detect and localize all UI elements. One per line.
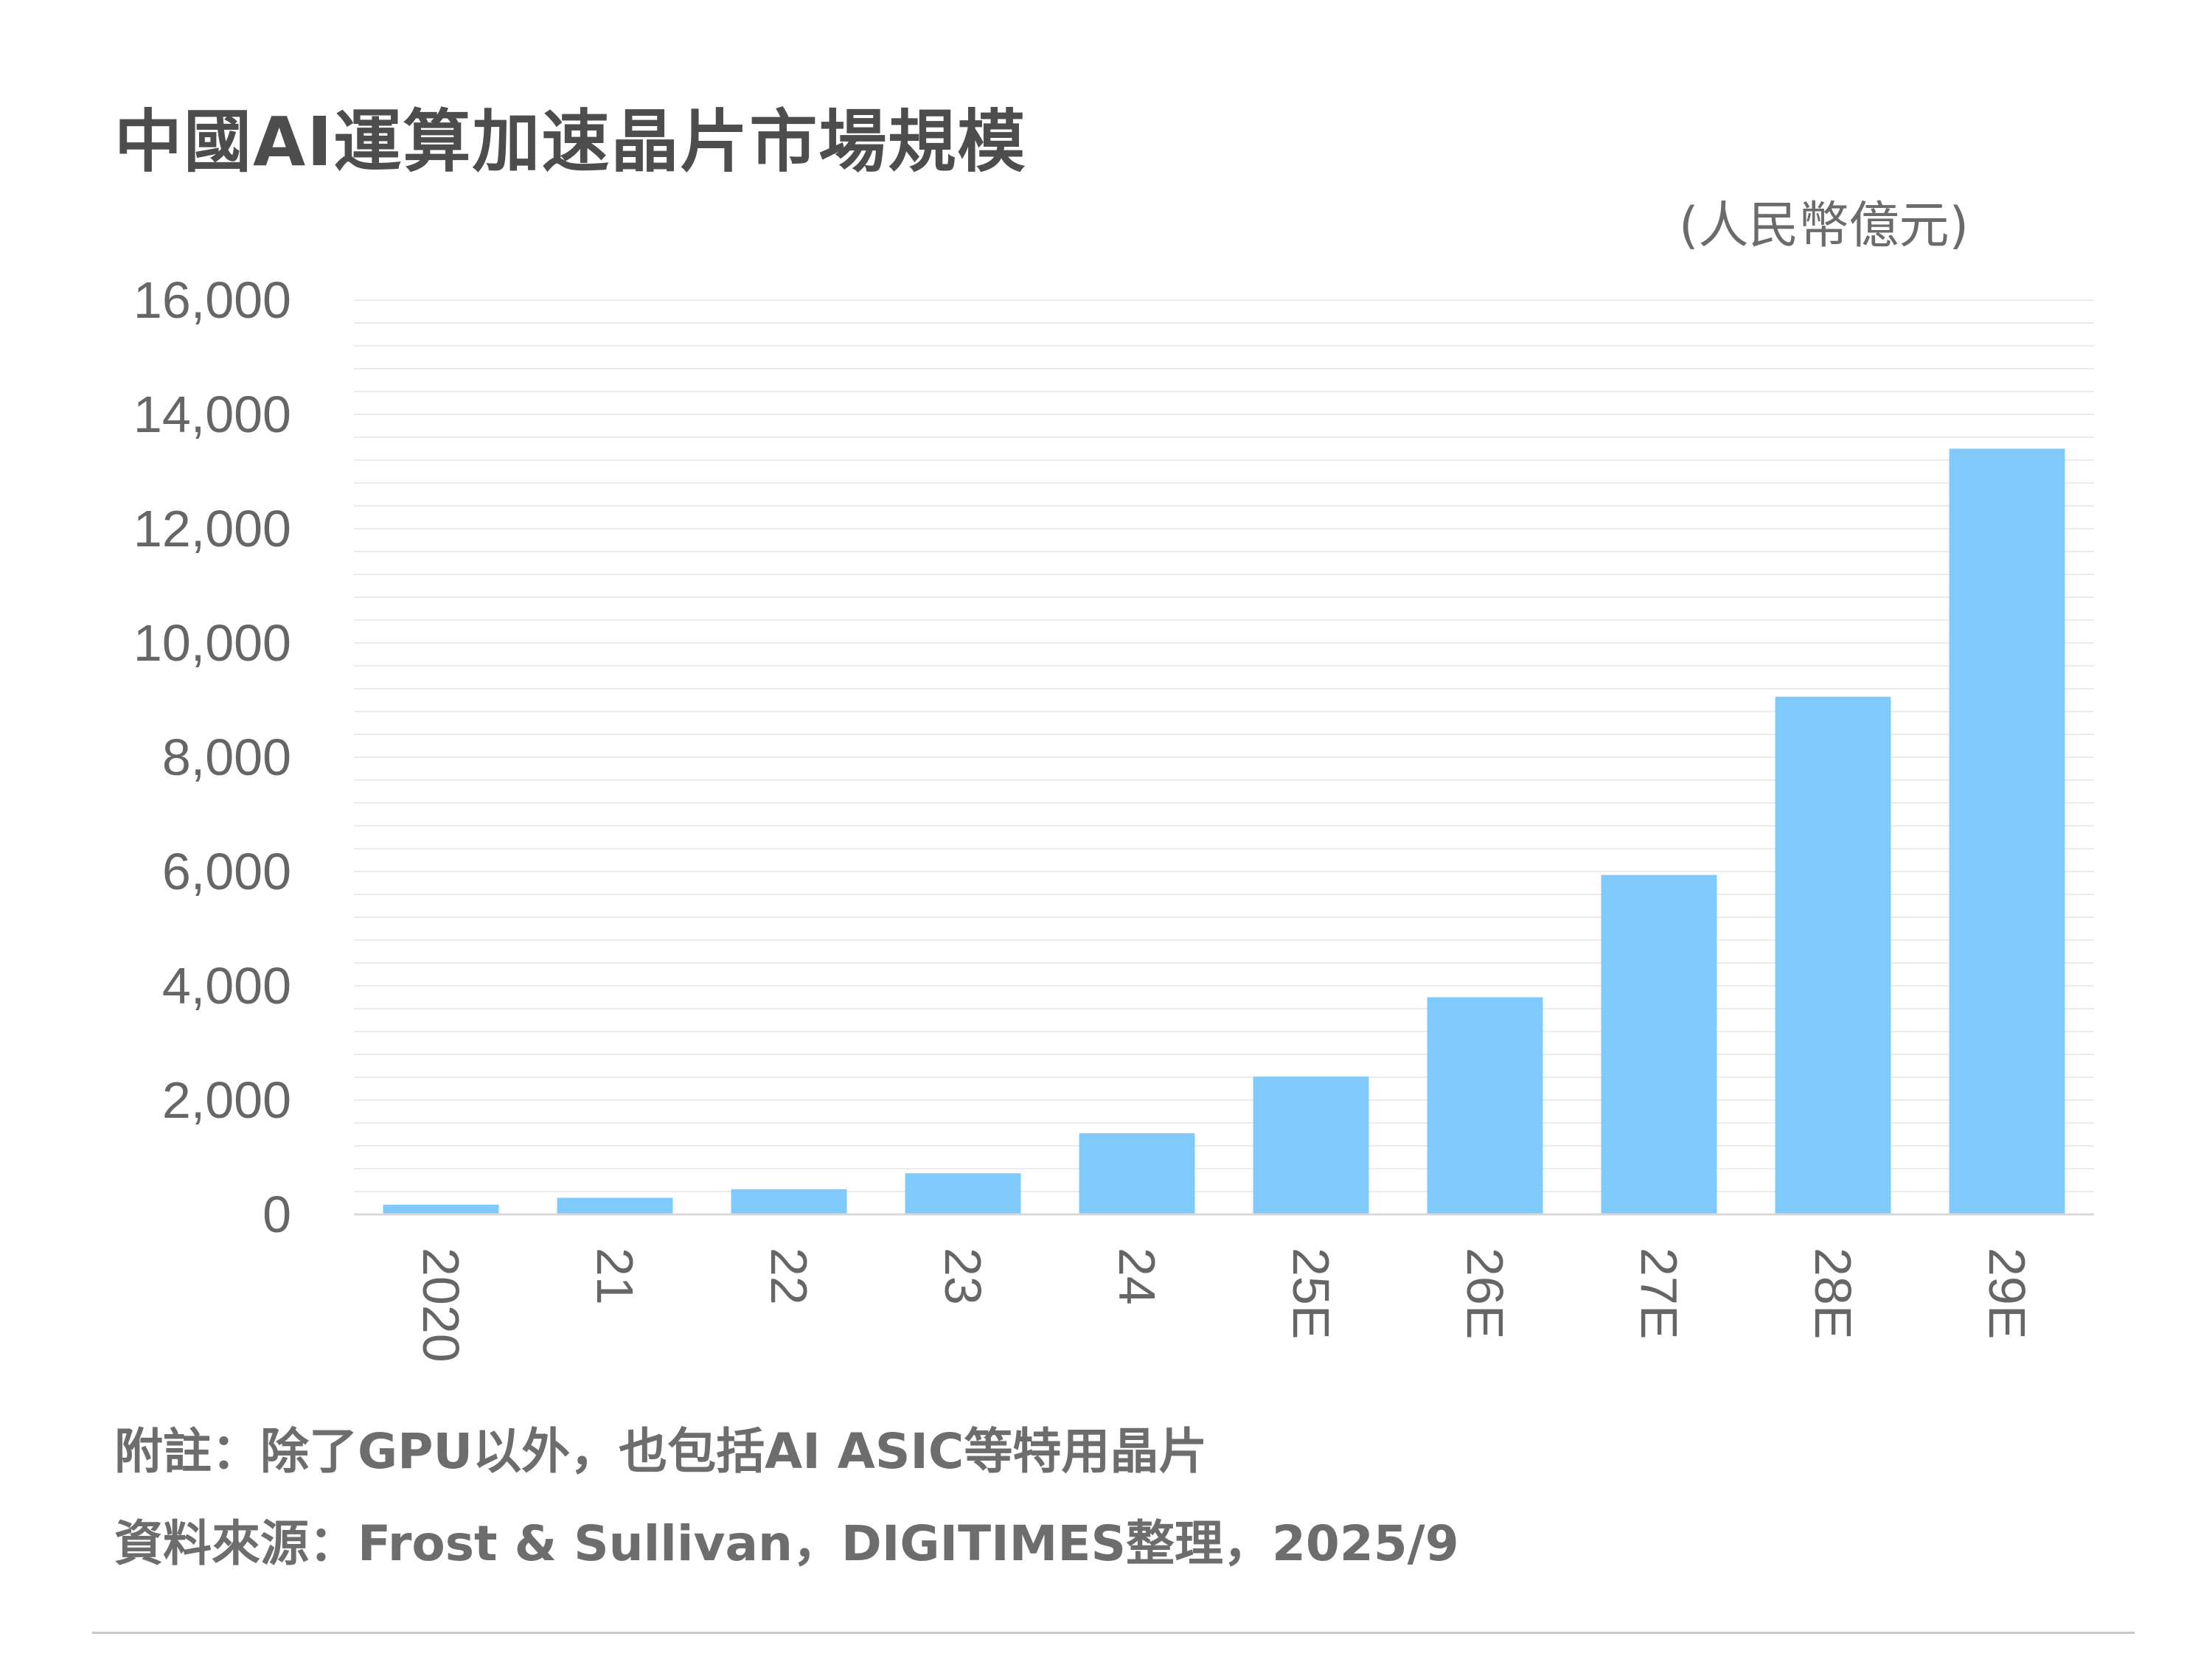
bottom-divider — [92, 1632, 2135, 1634]
y-tick-label: 10,000 — [133, 614, 291, 672]
y-tick-label: 16,000 — [133, 271, 291, 329]
x-tick-label: 26E — [1456, 1248, 1514, 1340]
y-tick-label: 2,000 — [162, 1071, 291, 1129]
bar-2020 — [383, 1204, 499, 1214]
x-axis: 2020 21 22 23 24 25E 26E 27E 28E 29E — [354, 1213, 2094, 1363]
x-tick-label: 25E — [1282, 1248, 1340, 1340]
bar-27E — [1601, 874, 1717, 1214]
y-tick-label: 14,000 — [133, 386, 291, 443]
x-tick-label: 22 — [760, 1248, 818, 1305]
unit-label: (人民幣億元) — [1678, 197, 1969, 255]
y-axis: 0 2,000 4,000 6,000 8,000 10,000 12,000 14,000 1… — [133, 271, 291, 1243]
footnote: 附註：除了GPU以外，也包括AI ASIC等特用晶片 — [114, 1423, 1208, 1480]
bar-23 — [905, 1173, 1021, 1214]
source-note: 資料來源：Frost & Sullivan，DIGITIMES整理，2025/9 — [114, 1515, 1459, 1572]
bar-29E — [1949, 448, 2065, 1214]
bar-21 — [557, 1197, 673, 1214]
x-tick-label: 21 — [586, 1248, 644, 1305]
x-tick-label: 2020 — [412, 1248, 470, 1363]
x-tick-label: 23 — [934, 1248, 992, 1305]
x-tick-label: 27E — [1630, 1248, 1688, 1340]
bar-24 — [1079, 1133, 1195, 1214]
chart-title: 中國AI運算加速晶片市場規模 — [114, 102, 1027, 181]
y-tick-label: 6,000 — [162, 843, 291, 900]
x-tick-label: 29E — [1978, 1248, 2036, 1340]
y-tick-label: 4,000 — [162, 957, 291, 1015]
y-tick-label: 0 — [262, 1186, 291, 1243]
y-tick-label: 8,000 — [162, 728, 291, 786]
bar-28E — [1775, 696, 1891, 1214]
x-tick-label: 28E — [1804, 1248, 1862, 1340]
bars — [383, 448, 2065, 1214]
bar-25E — [1253, 1077, 1369, 1214]
x-tick-label: 24 — [1108, 1248, 1166, 1305]
bar-26E — [1427, 997, 1543, 1214]
bar-22 — [731, 1189, 847, 1214]
y-tick-label: 12,000 — [133, 500, 291, 557]
